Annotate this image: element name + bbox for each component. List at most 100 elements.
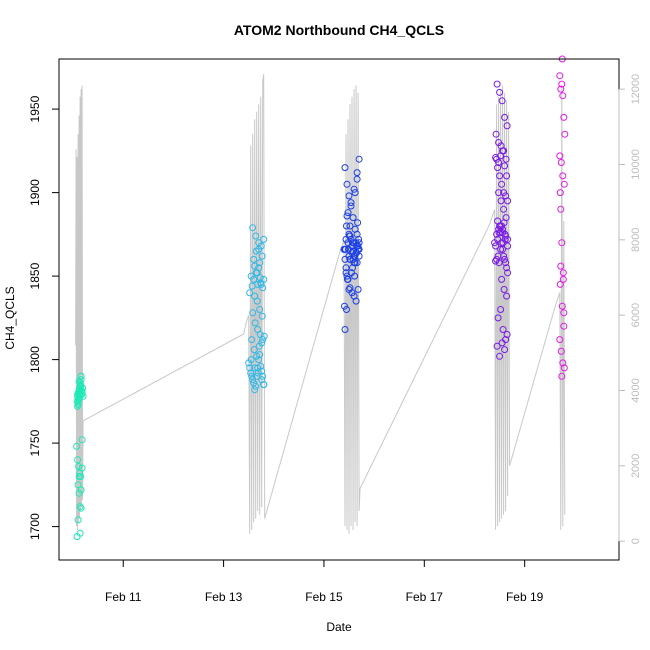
- data-point: [354, 286, 362, 293]
- data-point: [250, 255, 258, 263]
- x-tick-label: Feb 17: [406, 590, 444, 604]
- data-point: [343, 272, 351, 280]
- data-point: [503, 292, 511, 300]
- data-point: [501, 255, 509, 263]
- data-point: [250, 346, 258, 354]
- data-point: [255, 264, 263, 272]
- data-point: [348, 249, 356, 257]
- plot-frame: [58, 58, 620, 561]
- data-point: [254, 280, 262, 288]
- data-point: [254, 369, 262, 377]
- data-point: [344, 275, 351, 283]
- data-point: [494, 314, 502, 322]
- series-flight-3: [340, 155, 363, 333]
- data-point: [342, 235, 350, 243]
- y2-tick-label: 8000: [630, 228, 642, 252]
- data-point: [496, 88, 504, 96]
- altitude-layer: [75, 74, 566, 534]
- data-point: [556, 280, 564, 288]
- data-point: [351, 189, 359, 197]
- y-tick-label: 1700: [28, 513, 42, 540]
- data-point: [256, 306, 264, 313]
- data-point: [259, 372, 267, 380]
- data-point: [556, 152, 564, 160]
- data-point: [495, 159, 503, 166]
- data-point: [559, 92, 567, 100]
- data-point: [495, 189, 503, 197]
- data-point: [500, 286, 508, 293]
- data-point: [500, 219, 508, 227]
- data-point: [493, 342, 501, 350]
- data-point: [355, 245, 363, 253]
- data-point: [557, 262, 565, 270]
- data-point: [504, 269, 512, 277]
- x-tick-label: Feb 19: [506, 590, 544, 604]
- data-point: [75, 396, 83, 404]
- data-point: [76, 529, 84, 537]
- data-point: [255, 245, 263, 253]
- x-tick-label: Feb 13: [205, 590, 243, 604]
- data-point: [77, 386, 85, 394]
- data-point: [351, 272, 359, 280]
- data-point: [74, 456, 82, 464]
- data-point: [256, 274, 264, 282]
- data-point: [343, 222, 350, 230]
- series-flight-1: [73, 372, 87, 541]
- data-point: [258, 367, 266, 375]
- data-point: [77, 504, 85, 512]
- data-point: [248, 336, 256, 344]
- data-point: [492, 242, 500, 250]
- data-point: [495, 259, 503, 267]
- y-tick-label: 1800: [28, 346, 42, 373]
- data-point: [498, 339, 506, 347]
- data-point: [76, 503, 84, 511]
- data-point: [249, 309, 257, 317]
- data-point: [503, 264, 511, 272]
- data-point: [251, 364, 259, 372]
- data-point: [349, 264, 356, 272]
- y2-tick-label: 4000: [630, 378, 642, 402]
- data-point: [499, 245, 507, 253]
- y2-tick-label: 6000: [630, 303, 642, 327]
- data-point: [354, 242, 362, 250]
- data-point: [345, 192, 353, 200]
- data-point: [496, 352, 504, 360]
- data-point: [73, 442, 81, 450]
- data-point: [343, 180, 351, 188]
- data-point: [495, 229, 503, 237]
- data-point: [352, 297, 360, 305]
- data-point: [556, 336, 564, 344]
- data-point: [560, 322, 568, 330]
- data-point: [351, 225, 359, 233]
- data-point: [347, 202, 355, 210]
- data-point: [502, 155, 510, 163]
- data-point: [498, 180, 506, 188]
- data-point: [557, 85, 565, 93]
- y2-tick-label: 10000: [630, 149, 642, 180]
- data-point: [349, 214, 357, 222]
- data-point: [558, 302, 566, 310]
- data-point: [74, 391, 82, 399]
- data-point: [343, 212, 351, 220]
- data-point: [77, 486, 85, 494]
- data-point: [76, 382, 84, 390]
- data-point: [558, 372, 566, 380]
- data-point: [501, 162, 509, 170]
- data-point: [560, 180, 568, 188]
- data-point: [74, 516, 82, 524]
- x-tick-label: Feb 15: [305, 590, 343, 604]
- y2-tick-label: 2000: [630, 454, 642, 478]
- data-point: [492, 154, 500, 161]
- data-point: [246, 289, 254, 297]
- data-point: [78, 436, 86, 444]
- data-point: [558, 239, 566, 247]
- data-point: [258, 312, 266, 320]
- data-point: [353, 175, 361, 183]
- data-point: [260, 332, 268, 340]
- data-point: [346, 222, 354, 230]
- data-point: [499, 239, 507, 247]
- y2-axis-right: 0 2000 4000 6000 8000 10000 12000: [618, 74, 642, 544]
- data-point: [252, 232, 260, 240]
- data-point: [556, 189, 564, 197]
- data-point: [256, 259, 264, 267]
